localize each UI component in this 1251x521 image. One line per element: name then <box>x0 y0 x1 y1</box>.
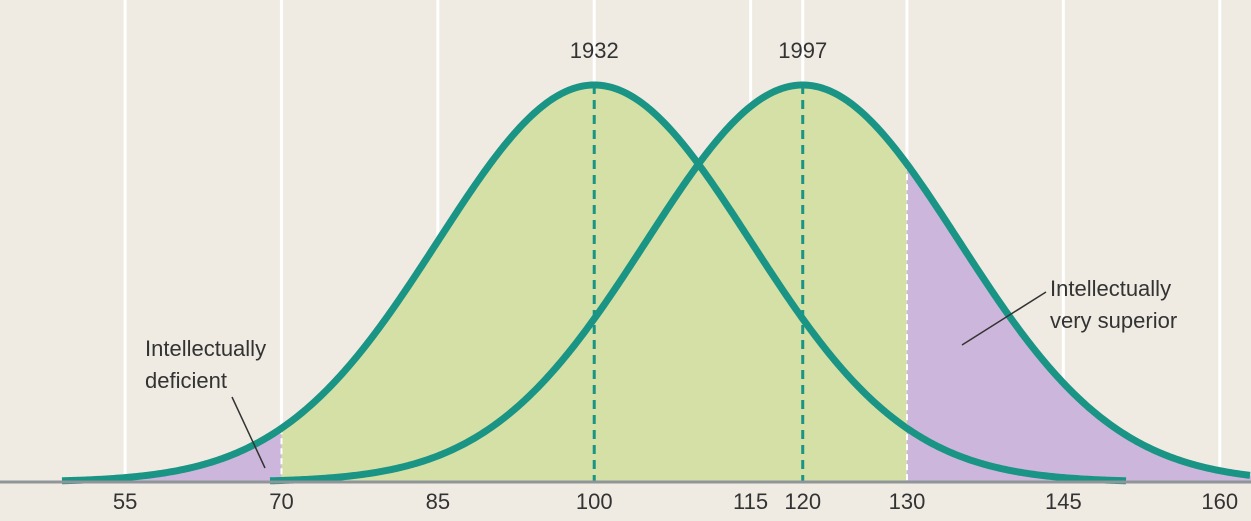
x-tick-label: 100 <box>576 489 613 514</box>
region-label: deficient <box>145 368 227 393</box>
leader-line <box>231 396 266 469</box>
x-tick-label: 120 <box>784 489 821 514</box>
series-label: 1997 <box>778 38 827 63</box>
x-tick-label: 85 <box>426 489 450 514</box>
x-tick-label: 160 <box>1201 489 1238 514</box>
region-fill <box>906 164 1251 483</box>
x-tick-label: 55 <box>113 489 137 514</box>
region-fill <box>0 428 282 482</box>
region-label: very superior <box>1050 308 1177 333</box>
curve <box>268 81 1251 485</box>
x-tick-label: 130 <box>889 489 926 514</box>
series-label: 1932 <box>570 38 619 63</box>
region-label: Intellectually <box>1050 276 1171 301</box>
x-tick-label: 70 <box>269 489 293 514</box>
leader-line <box>961 291 1047 346</box>
curve <box>60 81 1128 485</box>
x-tick-label: 115 <box>733 489 768 514</box>
region-label: Intellectually <box>145 336 266 361</box>
x-tick-label: 145 <box>1045 489 1082 514</box>
